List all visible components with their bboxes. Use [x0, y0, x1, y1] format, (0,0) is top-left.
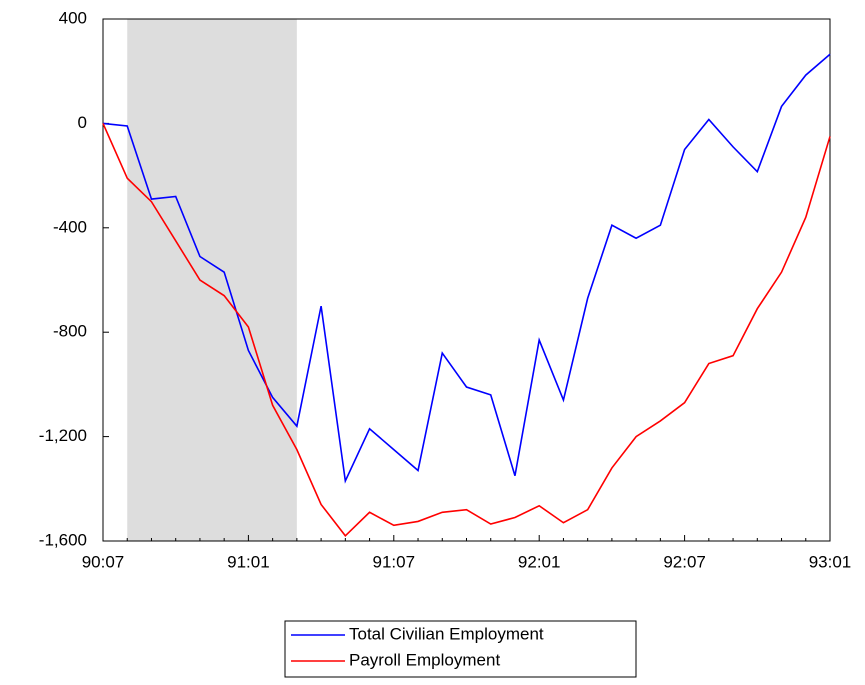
y-tick-label: 0 — [78, 113, 87, 132]
x-tick-label: 93:01 — [809, 552, 852, 571]
shaded-region — [127, 19, 297, 541]
x-tick-label: 92:07 — [663, 552, 706, 571]
plot-frame — [102, 18, 831, 542]
x-tick-label: 91:01 — [227, 552, 270, 571]
x-tick-label: 92:01 — [518, 552, 561, 571]
legend-label: Total Civilian Employment — [349, 624, 544, 643]
y-tick-label: -1,600 — [39, 530, 87, 549]
y-tick-label: 400 — [59, 8, 87, 27]
series-line — [102, 53, 831, 484]
legend-box — [284, 620, 637, 678]
x-tick-label: 91:07 — [373, 552, 416, 571]
legend-label: Payroll Employment — [349, 650, 500, 669]
y-tick-label: -400 — [53, 217, 87, 236]
x-tick-label: 90:07 — [82, 552, 125, 571]
y-tick-label: -800 — [53, 322, 87, 341]
y-tick-label: -1,200 — [39, 426, 87, 445]
series-line — [102, 123, 831, 537]
